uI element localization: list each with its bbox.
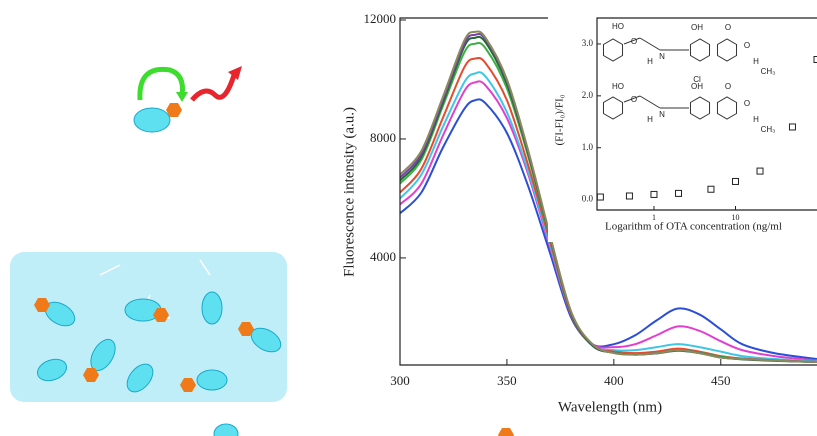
structure-bond xyxy=(639,95,661,109)
structure-label: Cl xyxy=(693,75,701,84)
structure-label: H xyxy=(753,115,759,124)
y-tick-label: 12000 xyxy=(364,11,397,26)
x-axis-label: Wavelength (nm) xyxy=(558,399,662,415)
data-point xyxy=(707,185,715,193)
structure-label: N xyxy=(659,110,665,119)
structure-label: OH xyxy=(691,82,703,91)
structure-label: N xyxy=(659,52,665,61)
data-point xyxy=(625,192,633,200)
structure-label: O xyxy=(744,41,750,50)
x-tick-label: 450 xyxy=(711,373,731,388)
inset-background xyxy=(548,16,817,242)
structure-label: H xyxy=(647,115,653,124)
data-point xyxy=(731,177,739,185)
structure-ring xyxy=(689,96,711,120)
structure-ring xyxy=(602,38,624,62)
inset-y-tick-label: 2.0 xyxy=(582,90,594,100)
data-point xyxy=(756,167,764,175)
x-tick-label: 400 xyxy=(604,373,624,388)
inset-y-tick-label: 1.0 xyxy=(582,142,594,152)
inset-y-tick-label: 0.0 xyxy=(582,194,594,204)
inset-y-tick-label: 3.0 xyxy=(582,38,594,48)
spectrum-line xyxy=(399,30,817,364)
structure-ring xyxy=(689,38,711,62)
x-tick-label: 350 xyxy=(497,373,517,388)
inset-frame xyxy=(596,17,817,211)
structure-ring xyxy=(716,96,738,120)
inset-x-tick-label: 1 xyxy=(652,213,656,222)
structure-ring xyxy=(716,38,738,62)
structure-label: O xyxy=(725,82,731,91)
structure-bond xyxy=(623,37,641,45)
structure-label: H xyxy=(753,57,759,66)
structure-label: O xyxy=(631,95,637,104)
cartoon xyxy=(10,66,514,436)
data-point xyxy=(596,193,604,201)
inset-x-tick-label: 10 xyxy=(731,213,739,222)
structure-bond xyxy=(623,95,641,103)
x-tick-label: 300 xyxy=(390,373,410,388)
structure-label: H xyxy=(647,57,653,66)
structure-label: HO xyxy=(612,82,624,91)
structure-bond xyxy=(639,37,661,51)
structure-label: OH xyxy=(691,23,703,32)
y-axis-label: Fluorescence intensity (a.u.) xyxy=(341,107,357,277)
inset-x-axis-label: Logarithm of OTA concentration (ng/ml xyxy=(605,221,782,233)
y-tick-label: 4000 xyxy=(370,249,396,264)
data-point xyxy=(675,189,683,197)
data-point xyxy=(650,190,658,198)
inset-y-axis-label: (FI-FI₀)/FI₀ xyxy=(554,94,566,145)
structure-label: O xyxy=(725,23,731,32)
structure-ring xyxy=(602,96,624,120)
data-point xyxy=(788,123,796,131)
y-tick-label: 8000 xyxy=(370,130,396,145)
structure-label: O xyxy=(744,99,750,108)
structure-label: CH₃ xyxy=(761,67,776,76)
structure-label: CH₃ xyxy=(761,125,776,134)
structure-label: O xyxy=(631,37,637,46)
data-point xyxy=(813,56,817,64)
structure-label: HO xyxy=(612,22,624,31)
